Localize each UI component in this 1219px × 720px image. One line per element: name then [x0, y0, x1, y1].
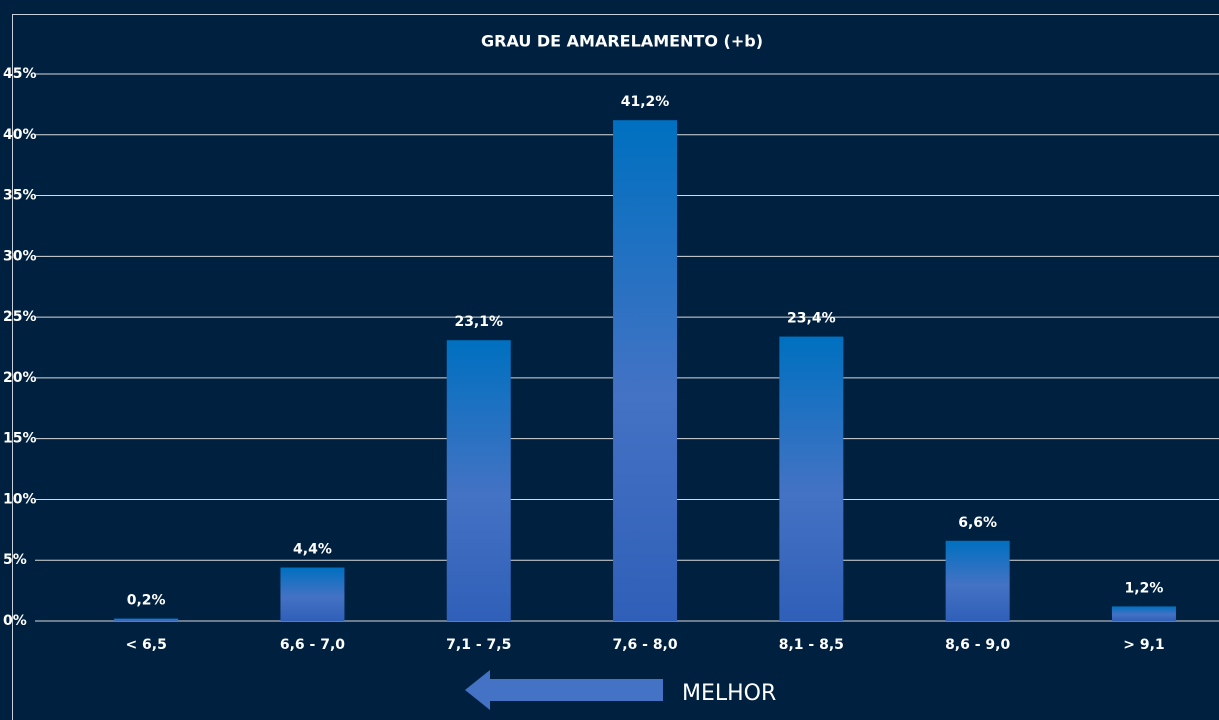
y-tick-label: 40% — [3, 127, 37, 143]
y-tick-label: 45% — [3, 66, 37, 82]
arrow — [465, 670, 663, 710]
x-tick-label: 8,1 - 8,5 — [779, 637, 844, 653]
x-tick-label: 8,6 - 9,0 — [945, 637, 1010, 653]
y-tick-label: 15% — [3, 431, 37, 447]
bar — [446, 340, 511, 621]
x-tick-label: < 6,5 — [125, 637, 166, 653]
y-tick-label: 35% — [3, 188, 37, 204]
y-tick-label: 30% — [3, 248, 37, 264]
y-tick-label: 0% — [3, 613, 27, 629]
bar — [613, 120, 678, 622]
y-tick-label: 20% — [3, 370, 37, 386]
value-label: 4,4% — [293, 542, 332, 558]
value-label: 6,6% — [958, 515, 997, 531]
value-label: 23,1% — [454, 314, 503, 330]
bar — [114, 618, 179, 621]
value-label: 41,2% — [621, 94, 670, 110]
bar — [1111, 606, 1176, 621]
chart-frame — [12, 14, 1219, 720]
y-tick-label: 10% — [3, 491, 37, 507]
y-tick-label: 5% — [3, 552, 27, 568]
value-label: 1,2% — [1125, 580, 1164, 596]
chart-title: GRAU DE AMARELAMENTO (+b) — [481, 32, 763, 51]
y-tick-label: 25% — [3, 309, 37, 325]
x-tick-label: 6,6 - 7,0 — [280, 637, 345, 653]
x-tick-label: > 9,1 — [1123, 637, 1164, 653]
bar — [779, 336, 844, 621]
annotation: MELHOR — [682, 681, 776, 706]
x-tick-label: 7,6 - 8,0 — [612, 637, 677, 653]
bar — [280, 567, 345, 621]
bar — [945, 540, 1010, 621]
x-tick-label: 7,1 - 7,5 — [446, 637, 511, 653]
value-label: 23,4% — [787, 311, 836, 327]
value-label: 0,2% — [127, 593, 166, 609]
